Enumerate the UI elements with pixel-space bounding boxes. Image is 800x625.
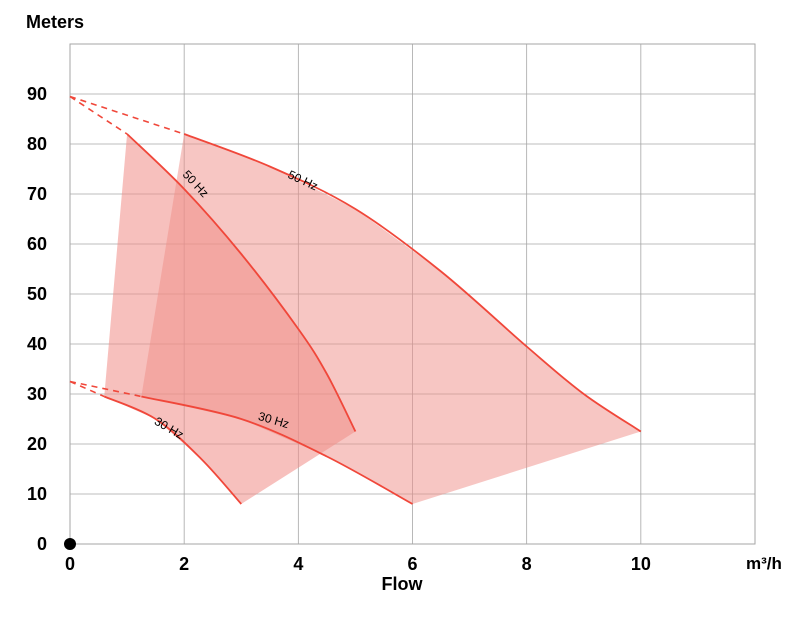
operating-region-pump-2 xyxy=(141,134,641,504)
curve-50hz-pump-1 xyxy=(126,133,357,432)
y-tick-label: 60 xyxy=(27,234,47,254)
x-axis-title-wrap: Flow xyxy=(0,574,800,595)
x-tick-label: 10 xyxy=(631,554,651,574)
y-tick-label: 80 xyxy=(27,134,47,154)
y-tick-label: 20 xyxy=(27,434,47,454)
y-axis-title: Meters xyxy=(26,12,85,32)
curve-30hz-pump-1 xyxy=(103,395,242,505)
x-axis-title: Flow xyxy=(381,574,423,594)
curve-extension-50hz-pump-1 xyxy=(69,95,128,135)
y-tick-label: 0 xyxy=(37,534,47,554)
x-tick-label: 4 xyxy=(293,554,303,574)
y-tick-label: 50 xyxy=(27,284,47,304)
curve-30hz-pump-2 xyxy=(141,395,413,505)
curve-50hz-pump-2 xyxy=(183,133,642,433)
x-tick-label: 0 xyxy=(65,554,75,574)
curve-extension-30hz-pump-2 xyxy=(69,380,142,398)
y-tick-label: 40 xyxy=(27,334,47,354)
y-tick-label: 90 xyxy=(27,84,47,104)
x-tick-label: 8 xyxy=(522,554,532,574)
y-tick-label: 10 xyxy=(27,484,47,504)
origin-dot xyxy=(64,538,76,550)
x-axis-unit: m³/h xyxy=(746,554,782,573)
y-tick-label: 30 xyxy=(27,384,47,404)
x-tick-label: 2 xyxy=(179,554,189,574)
y-tick-label: 70 xyxy=(27,184,47,204)
x-tick-label: 6 xyxy=(407,554,417,574)
curve-extension-50hz-pump-2 xyxy=(69,95,185,135)
